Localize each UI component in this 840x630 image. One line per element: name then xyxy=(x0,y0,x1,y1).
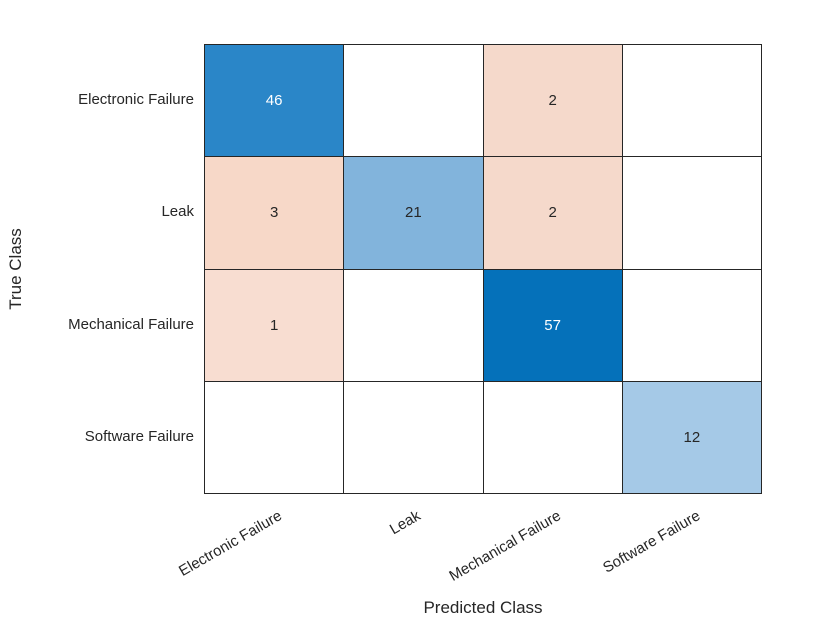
matrix-cell-value: 21 xyxy=(405,204,422,222)
y-tick-label-electronic-failure: Electronic Failure xyxy=(78,91,194,108)
matrix-cell-r1-c1: 21 xyxy=(344,157,483,269)
matrix-cell-r2-c2: 57 xyxy=(483,269,622,381)
x-tick-label-leak: Leak xyxy=(387,507,424,539)
x-tick-label-software-failure: Software Failure xyxy=(599,507,703,577)
matrix-cell-r1-c2: 2 xyxy=(483,157,622,269)
matrix-cell-r3-c3: 12 xyxy=(622,381,761,493)
matrix-cell-r3-c0 xyxy=(205,381,344,493)
matrix-cell-value: 3 xyxy=(269,204,279,222)
matrix-cell-r2-c0: 1 xyxy=(205,269,344,381)
matrix-cell-r2-c3 xyxy=(622,269,761,381)
matrix-cell-r0-c2: 2 xyxy=(483,45,622,157)
matrix-cell-value: 46 xyxy=(265,92,283,110)
y-tick-label-software-failure: Software Failure xyxy=(84,428,194,445)
matrix-cell-r0-c1 xyxy=(344,45,483,157)
matrix-cell-value: 57 xyxy=(544,316,561,334)
matrix-cell-r0-c3 xyxy=(622,45,761,157)
matrix-cell-value: 1 xyxy=(269,316,279,334)
matrix-cell-value: 2 xyxy=(548,92,557,110)
matrix-cell-value: 12 xyxy=(683,428,701,446)
x-tick-label-electronic-failure: Electronic Failure xyxy=(176,507,285,580)
matrix-cell-r2-c1 xyxy=(344,269,483,381)
y-tick-label-leak: Leak xyxy=(161,203,194,220)
matrix-cell-r0-c0: 46 xyxy=(205,45,344,157)
matrix-cell-r1-c0: 3 xyxy=(205,157,344,269)
y-axis-title: True Class xyxy=(6,228,25,310)
matrix-cell-r1-c3 xyxy=(622,157,761,269)
matrix-cell-r3-c2 xyxy=(483,381,622,493)
x-axis-title: Predicted Class xyxy=(423,598,543,617)
matrix-cell-value: 2 xyxy=(548,204,557,222)
confusion-matrix-grid: 46 2 3 21 2 1 57 12 xyxy=(204,44,762,494)
y-tick-label-mechanical-failure: Mechanical Failure xyxy=(68,316,194,333)
matrix-cell-r3-c1 xyxy=(344,381,483,493)
x-tick-label-mechanical-failure: Mechanical Failure xyxy=(446,507,564,585)
